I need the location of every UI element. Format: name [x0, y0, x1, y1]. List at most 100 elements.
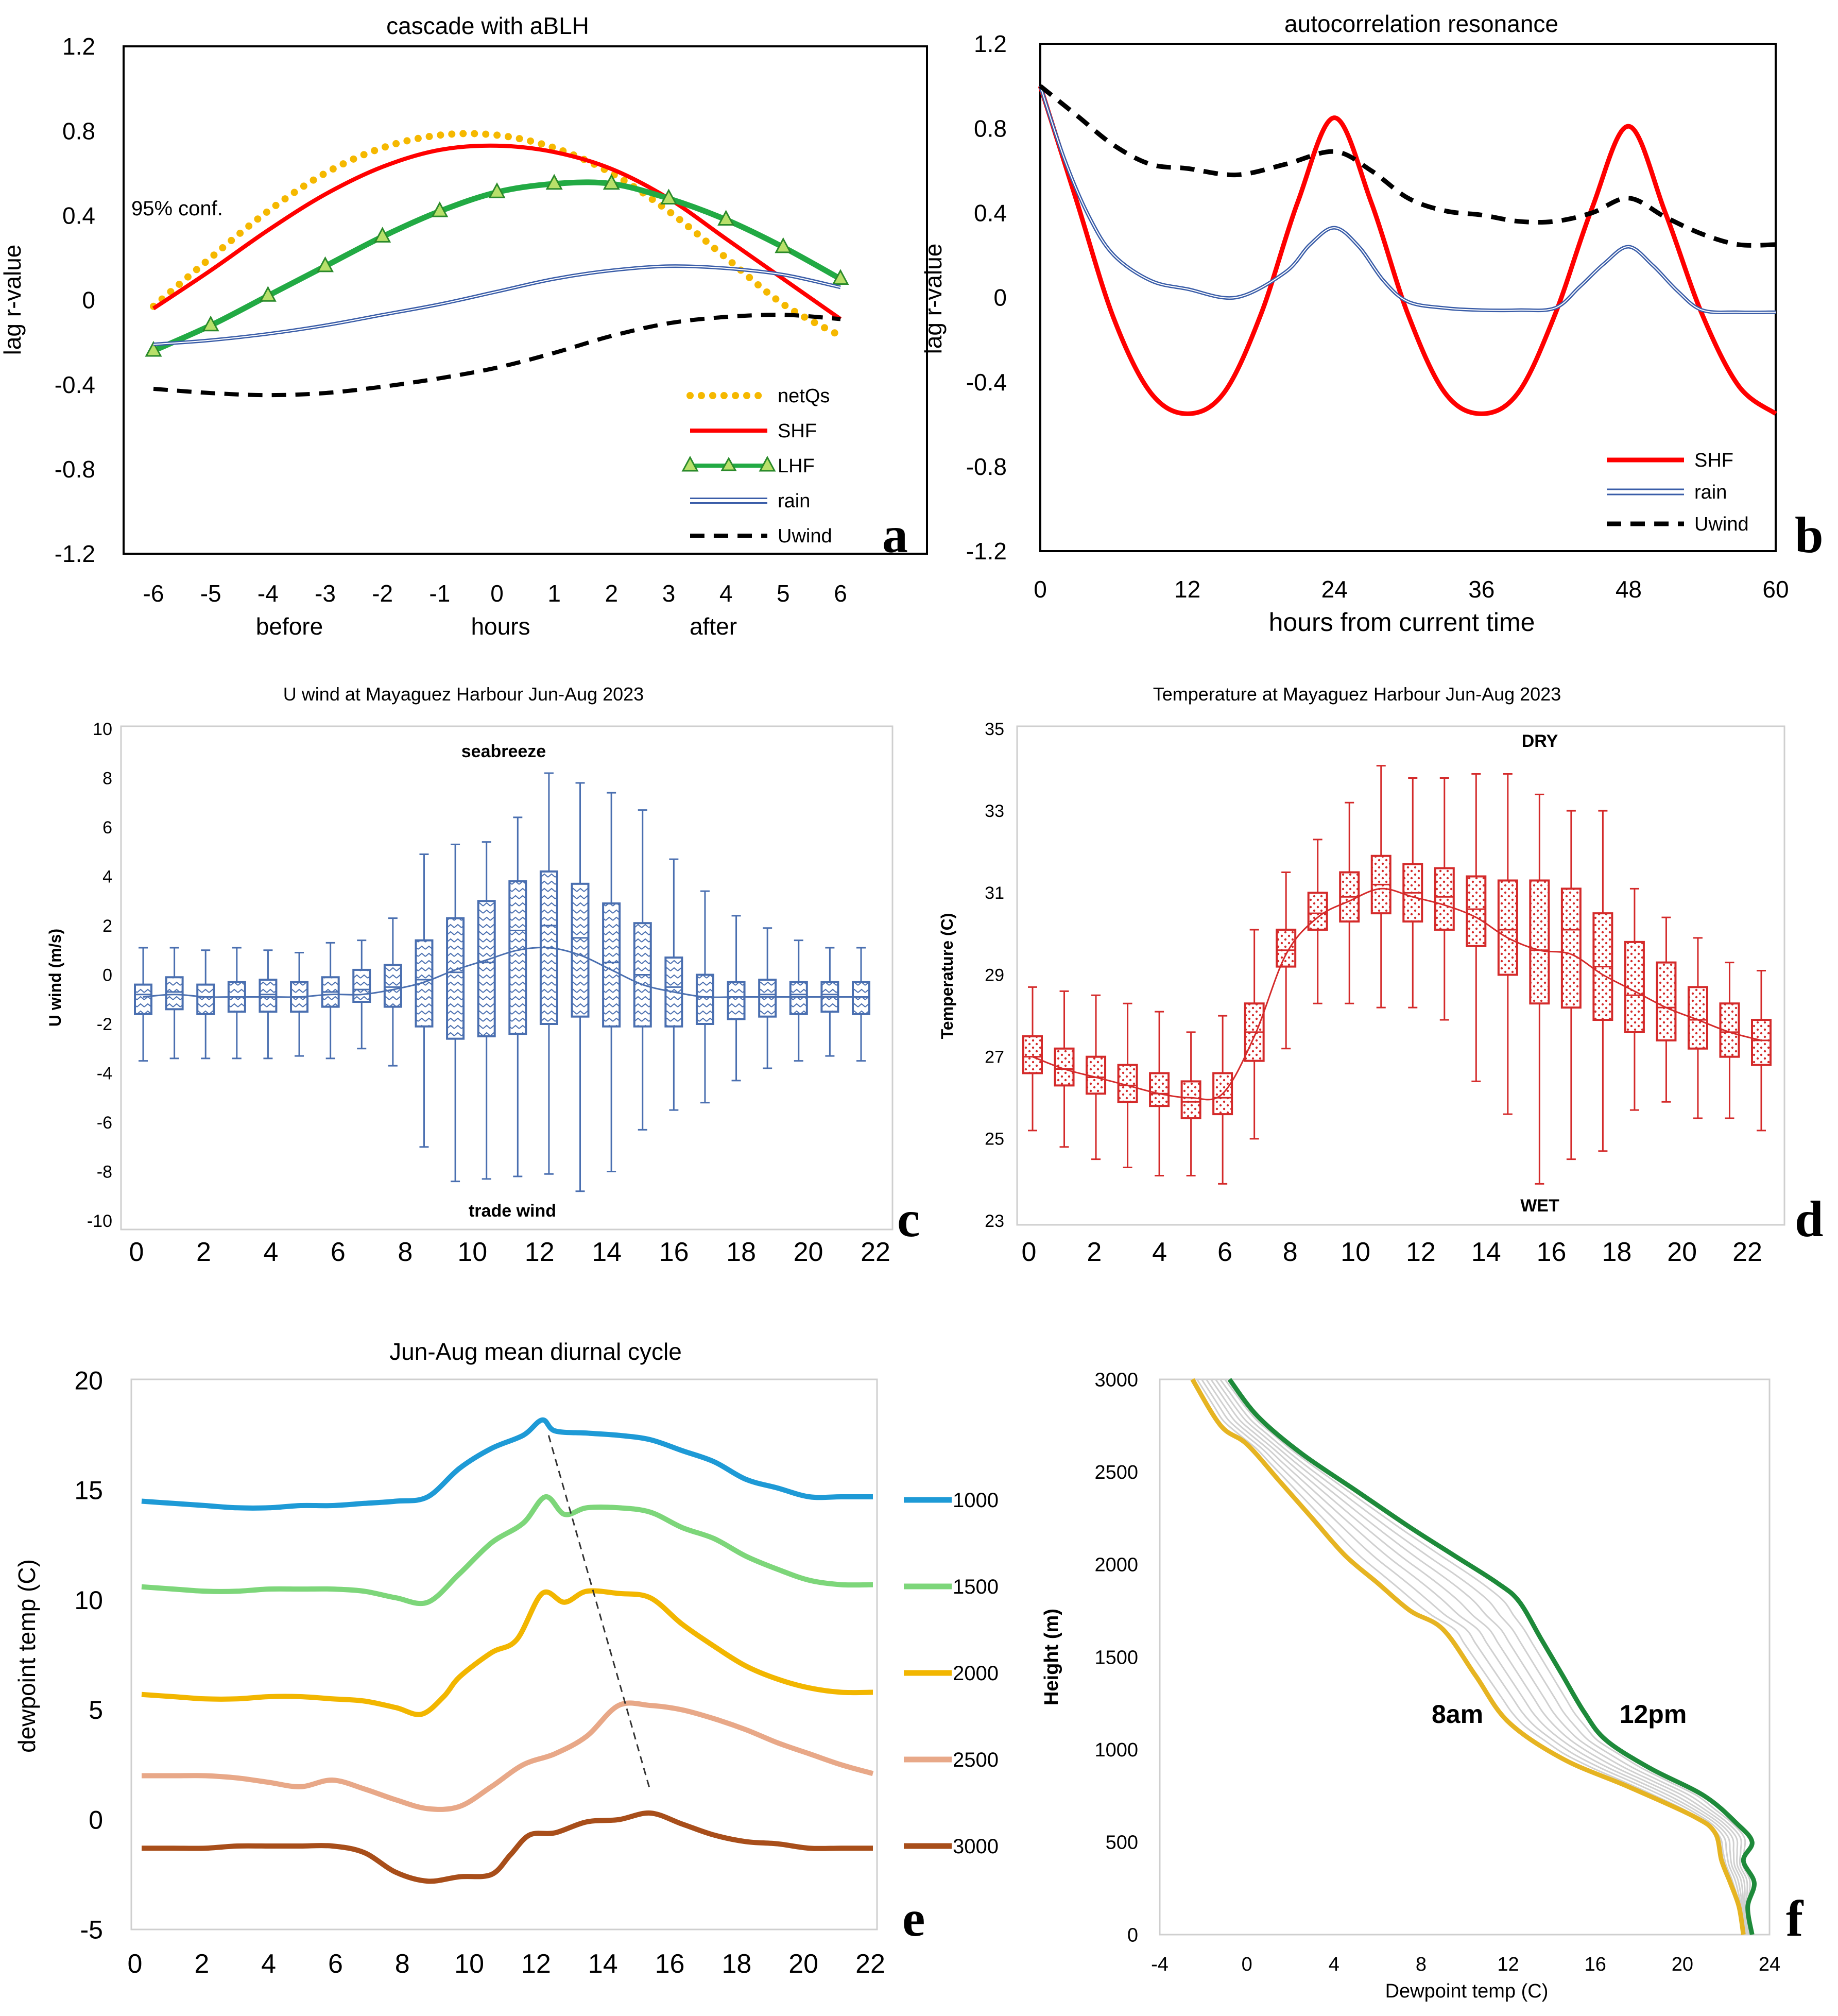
- x-tick-label: 2: [605, 580, 619, 607]
- series-marker-LHF: [832, 269, 849, 285]
- box-iqr: [383, 964, 402, 1008]
- panel-d-x-ticks: 0 2 4 6 8 10 12 14 16 18 20 22: [1022, 1237, 1762, 1267]
- panel-c-y-ticks: 10 8 6 4 2 0 -2 -4 -6 -8 -10: [87, 720, 112, 1231]
- panel-c: U wind at Mayaguez Harbour Jun-Aug 2023 …: [46, 684, 920, 1267]
- x-tick-label: 12: [1497, 1954, 1519, 1975]
- series-marker-LHF: [603, 174, 620, 190]
- y-tick-label: -1.2: [966, 538, 1007, 565]
- x-tick-label: 20: [1667, 1237, 1697, 1267]
- box-iqr: [852, 981, 870, 1015]
- series-line-Uwind: [1039, 84, 1776, 248]
- panel-e-letter: e: [902, 1890, 925, 1947]
- x-tick-label: 16: [1585, 1954, 1606, 1975]
- panel-f: Height (m) Dewpoint temp (C) 30002500200…: [1041, 1369, 1804, 2002]
- y-tick-label: -0.4: [55, 371, 95, 398]
- box-iqr: [602, 902, 621, 1028]
- x-tick-label: 8: [1416, 1954, 1427, 1975]
- panel-d-y-ticks: 35 33 31 29 27 25 23: [985, 720, 1004, 1231]
- legend-label-SHF: SHF: [1694, 450, 1733, 471]
- panel-f-x-ticks: -4 0 4 8 12 16 20 24: [1151, 1954, 1780, 1975]
- panel-e-title: Jun-Aug mean diurnal cycle: [389, 1338, 682, 1365]
- box-iqr: [1656, 961, 1677, 1041]
- x-tick-label: 2: [194, 1949, 209, 1979]
- panel-f-letter: f: [1786, 1890, 1804, 1947]
- y-tick-label: 2: [102, 916, 112, 936]
- x-tick-label: 48: [1616, 576, 1642, 603]
- panel-d-annotation-top: DRY: [1522, 731, 1558, 751]
- panel-d-frame: [1016, 725, 1785, 1226]
- y-tick-label: 0: [1127, 1924, 1138, 1946]
- x-tick-label: 12: [1406, 1237, 1436, 1267]
- series-line-rain: [153, 264, 841, 347]
- box-iqr: [165, 976, 184, 1011]
- faint-profile: [1206, 1379, 1748, 1935]
- legend-marker: [720, 456, 737, 471]
- box-iqr: [1529, 879, 1550, 1005]
- box-iqr: [1180, 1080, 1201, 1120]
- x-tick-label: 6: [328, 1949, 343, 1979]
- series-marker-LHF: [316, 256, 334, 272]
- x-tick-label: 6: [331, 1237, 346, 1267]
- x-tick-label: 18: [722, 1949, 751, 1979]
- panel-e: Jun-Aug mean diurnal cycle dewpoint temp…: [13, 1338, 999, 1979]
- x-tick-label: -2: [372, 580, 393, 607]
- x-tick-label: 0: [1034, 576, 1047, 603]
- series-line-2500: [142, 1700, 874, 1812]
- y-tick-label: 0: [82, 287, 95, 314]
- y-tick-label: 0.4: [62, 202, 95, 229]
- faint-profile: [1210, 1379, 1749, 1935]
- faint-profile: [1215, 1379, 1750, 1935]
- panel-a-annotation: 95% conf.: [131, 197, 223, 220]
- x-tick-label: 4: [263, 1237, 278, 1267]
- series-marker-LHF: [202, 315, 219, 332]
- panel-d: Temperature at Mayaguez Harbour Jun-Aug …: [938, 684, 1824, 1267]
- x-tick-label: 22: [1732, 1237, 1762, 1267]
- panel-a-xlabel: hours: [471, 613, 530, 640]
- x-tick-label: 3: [662, 580, 676, 607]
- x-tick-label: 16: [659, 1237, 689, 1267]
- box-iqr: [1434, 867, 1455, 931]
- y-tick-label: 1000: [1094, 1739, 1138, 1761]
- x-tick-label: 18: [726, 1237, 756, 1267]
- panel-b-frame: [1039, 43, 1777, 552]
- x-tick-label: 5: [777, 580, 790, 607]
- x-tick-label: 14: [1471, 1237, 1501, 1267]
- panel-d-letter: d: [1795, 1190, 1824, 1248]
- series-marker-LHF: [681, 455, 699, 472]
- panel-b-letter: b: [1795, 506, 1824, 563]
- y-tick-label: -2: [97, 1015, 112, 1034]
- y-tick-label: 0.4: [974, 199, 1007, 226]
- panel-e-y-ticks: 20 15 10 5 0 -5: [74, 1366, 103, 1944]
- x-tick-label: 20: [794, 1237, 823, 1267]
- panel-e-legend: 1000 1500 2000 2500 3000: [904, 1489, 999, 1858]
- x-tick-label: -1: [429, 580, 450, 607]
- box-iqr: [1022, 1035, 1043, 1074]
- panel-f-frame: [1159, 1378, 1771, 1936]
- y-tick-label: 1.2: [974, 30, 1007, 57]
- series-line-SHF: [1038, 85, 1777, 416]
- box-iqr: [508, 880, 527, 1035]
- series-marker-LHF: [145, 340, 162, 357]
- panel-f-y-ticks: 3000 2500 2000 1500 1000 500 0: [1094, 1369, 1138, 1946]
- box-iqr: [758, 979, 777, 1018]
- series-line-1500: [141, 1494, 873, 1607]
- y-tick-label: 5: [89, 1696, 103, 1724]
- panel-e-ylabel: dewpoint temp (C): [13, 1559, 40, 1753]
- series-marker-LHF: [717, 210, 735, 226]
- box-iqr: [477, 900, 496, 1037]
- legend-label-3000: 3000: [953, 1835, 999, 1858]
- y-tick-label: 0.8: [62, 117, 95, 144]
- x-tick-label: 18: [1602, 1237, 1631, 1267]
- series-line-8am: [1190, 1378, 1746, 1935]
- box-iqr: [1054, 1047, 1075, 1087]
- x-tick-label: 20: [1672, 1954, 1693, 1975]
- y-tick-label: 0: [102, 965, 112, 985]
- x-tick-label: 0: [1242, 1954, 1252, 1975]
- x-tick-label: 4: [719, 580, 733, 607]
- x-tick-label: 60: [1762, 576, 1789, 603]
- legend-label-1000: 1000: [953, 1489, 999, 1512]
- x-tick-label: 24: [1321, 576, 1348, 603]
- faint-profile: [1201, 1379, 1746, 1935]
- panel-b-title: autocorrelation resonance: [1284, 10, 1558, 37]
- series-marker-LHF: [545, 174, 563, 190]
